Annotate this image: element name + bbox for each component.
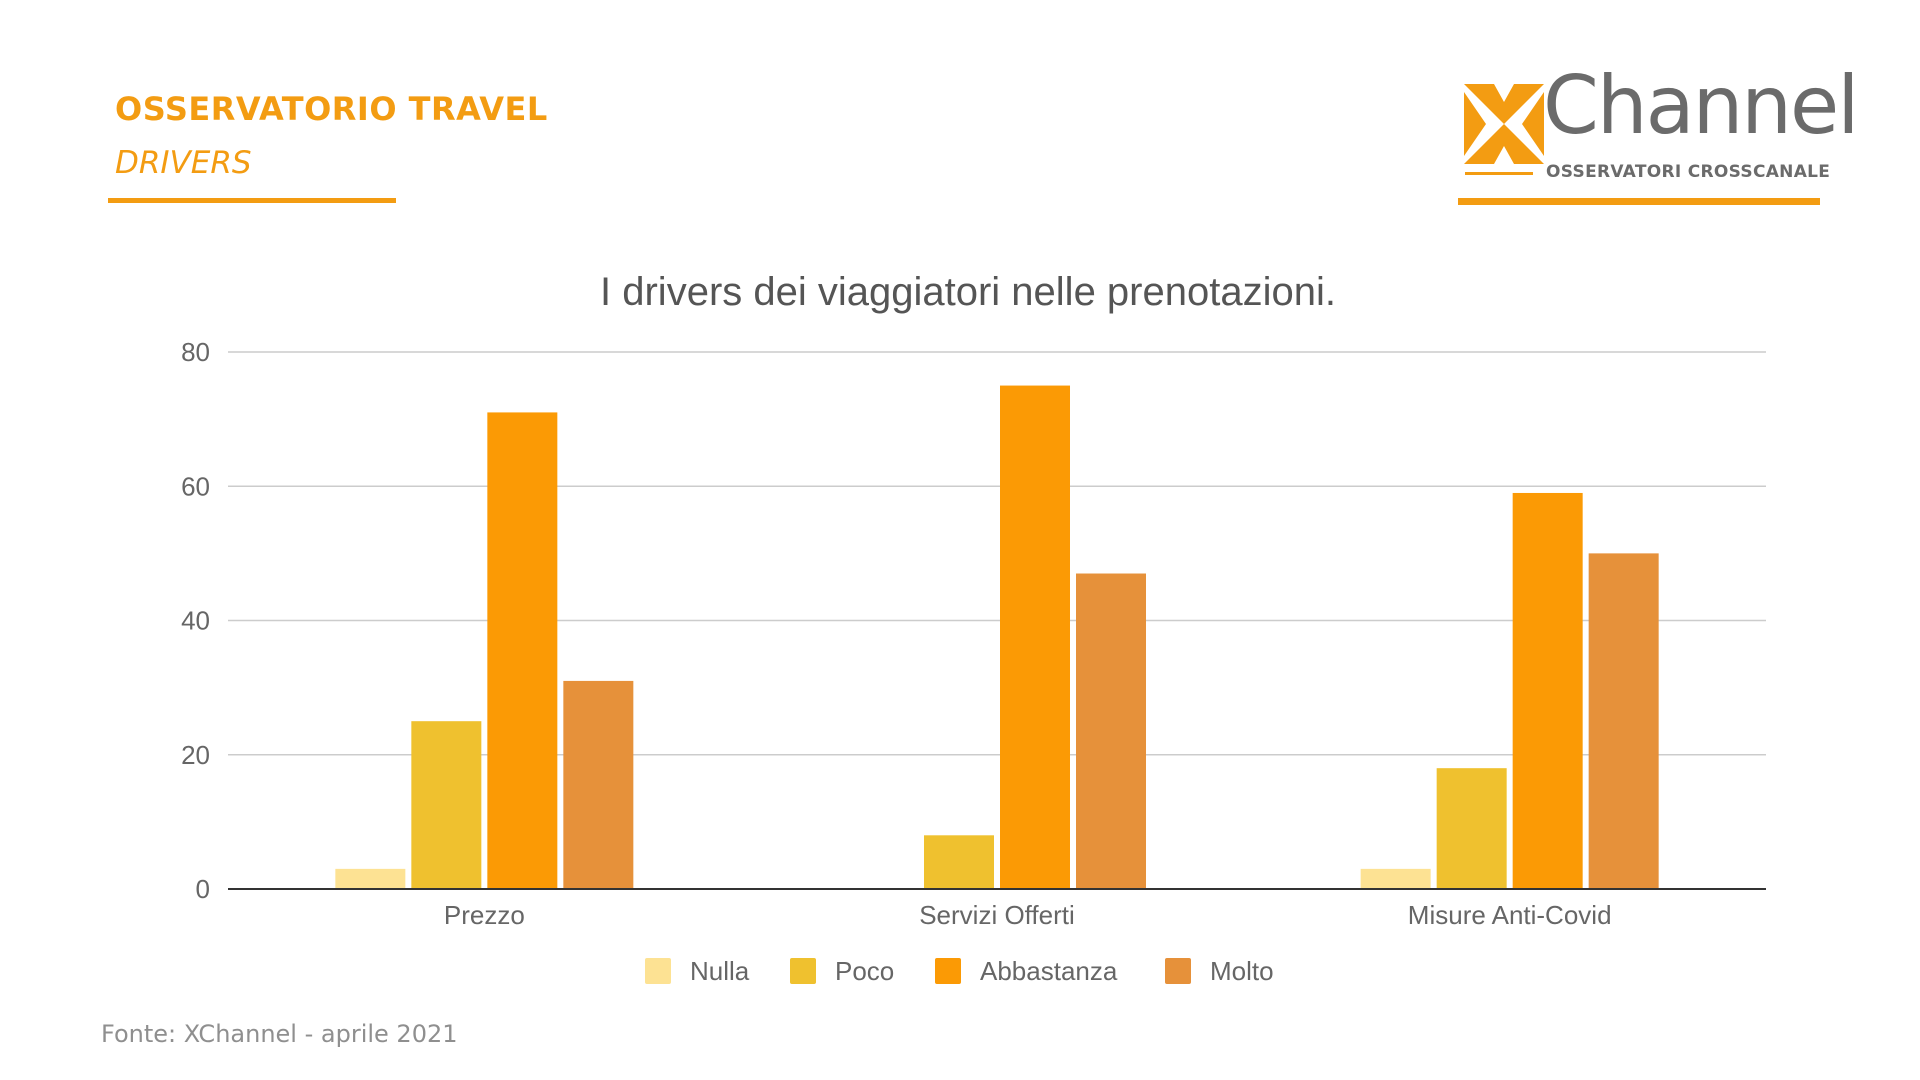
x-tick-label: Misure Anti-Covid [1408,900,1612,930]
y-tick-label: 40 [181,606,210,636]
bar-nulla-3 [1360,868,1431,889]
source-note: Fonte: XChannel - aprile 2021 [101,1020,458,1048]
legend-swatch-molto [1165,958,1191,984]
bar-poco-1 [411,721,482,889]
y-tick-label: 20 [181,740,210,770]
logo-tagline: OSSERVATORI CROSSCANALE [1546,162,1831,182]
logo-underline [1458,198,1820,205]
y-tick-label: 80 [181,337,210,367]
x-logo-icon [1464,84,1544,164]
xchannel-logo: Channel OSSERVATORI CROSSCANALE [1458,66,1859,208]
x-tick-label: Prezzo [444,900,525,930]
bar-abbastanza-1 [487,412,558,889]
logo-wordmark: Channel [1543,59,1859,152]
bar-molto-3 [1588,553,1659,889]
legend-swatch-abbastanza [935,958,961,984]
bar-abbastanza-2 [1000,385,1070,889]
bar-poco-2 [924,835,994,889]
header-title: OSSERVATORIO TRAVEL [115,90,548,128]
legend-label-nulla: Nulla [690,956,750,986]
legend-swatch-nulla [645,958,671,984]
header-subtitle: DRIVERS [115,145,252,181]
y-tick-label: 60 [181,471,210,501]
bar-abbastanza-3 [1512,492,1583,889]
chart-title: I drivers dei viaggiatori nelle prenotaz… [600,270,1336,314]
legend-label-molto: Molto [1210,956,1274,986]
bar-molto-1 [563,680,634,889]
y-tick-label: 0 [196,874,210,904]
legend-swatch-poco [790,958,816,984]
bar-poco-3 [1436,768,1507,889]
logo-tagline-bar [1465,172,1533,175]
legend-label-abbastanza: Abbastanza [980,956,1118,986]
bar-molto-2 [1076,573,1146,889]
bar-nulla-1 [335,868,406,889]
header-divider [108,198,396,203]
legend-label-poco: Poco [835,956,894,986]
x-tick-label: Servizi Offerti [919,900,1075,930]
